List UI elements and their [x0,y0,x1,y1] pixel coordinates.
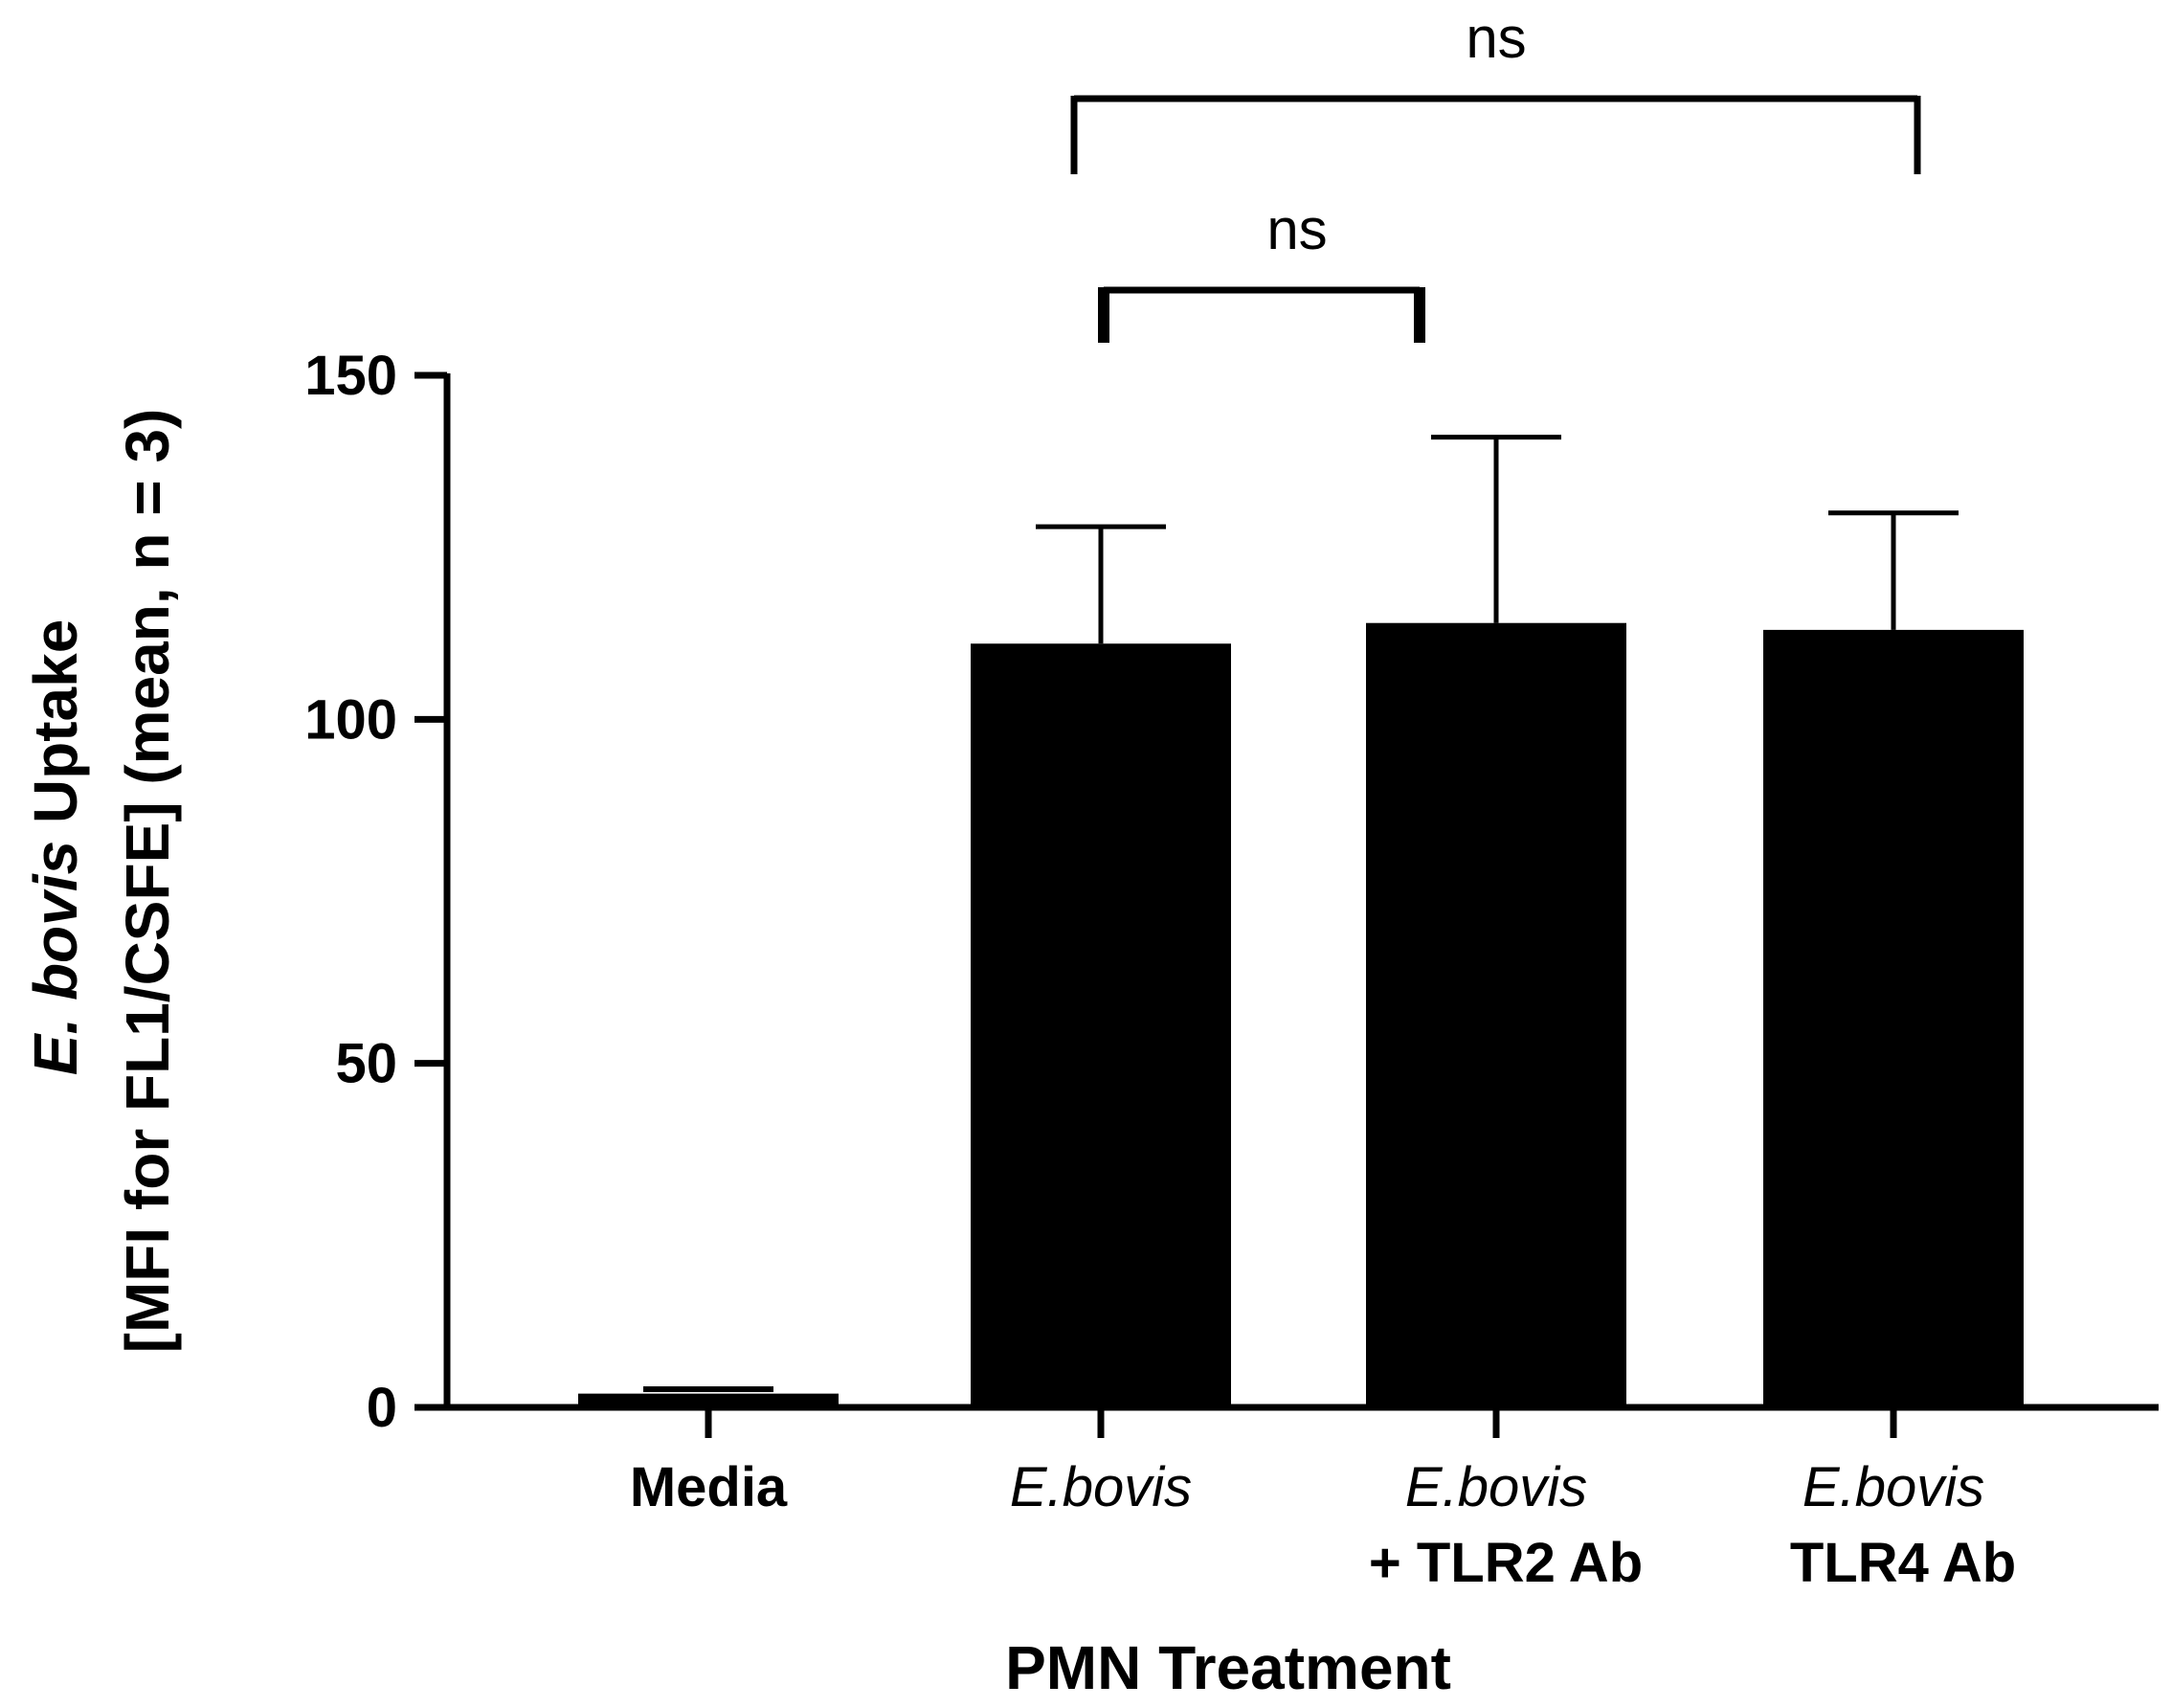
y-tick-label: 150 [304,345,397,407]
x-tick-label: E.bovis [1010,1456,1192,1518]
x-tick-label: E.bovis [1803,1456,1984,1518]
error-bars [643,435,1959,1393]
bars [578,622,2024,1407]
significance-label: ns [1266,197,1327,261]
x-tick-label-line2: TLR4 Ab [1790,1532,2016,1594]
y-tick-label: 50 [335,1033,397,1095]
bar [1763,629,2024,1407]
labels: 0 50 100 150 Media E.bovis E.bovis + TLR2 Ab E.b… [21,345,2016,1702]
significance-label: ns [1466,6,1526,70]
significance-brackets: ns ns [1070,6,1921,343]
bar [578,1393,839,1407]
y-axis-title-line2: [MFI for FL1/CSFE] (mean, n = 3) [113,409,182,1354]
y-tick-label: 0 [367,1377,397,1439]
bar [1366,622,1626,1407]
x-axis-title: PMN Treatment [1005,1633,1451,1702]
y-tick-label: 100 [304,688,397,751]
x-tick-label: E.bovis [1405,1456,1587,1518]
x-tick-label: Media [630,1456,788,1518]
y-axis-title-line1: E. bovis Uptake [21,619,90,1076]
x-tick-label-line2: + TLR2 Ab [1369,1532,1643,1594]
bar [971,643,1231,1407]
y-axis-title: E. bovis Uptake [MFI for FL1/CSFE] (mean,… [21,409,182,1354]
error-bar-cap [643,1386,773,1393]
